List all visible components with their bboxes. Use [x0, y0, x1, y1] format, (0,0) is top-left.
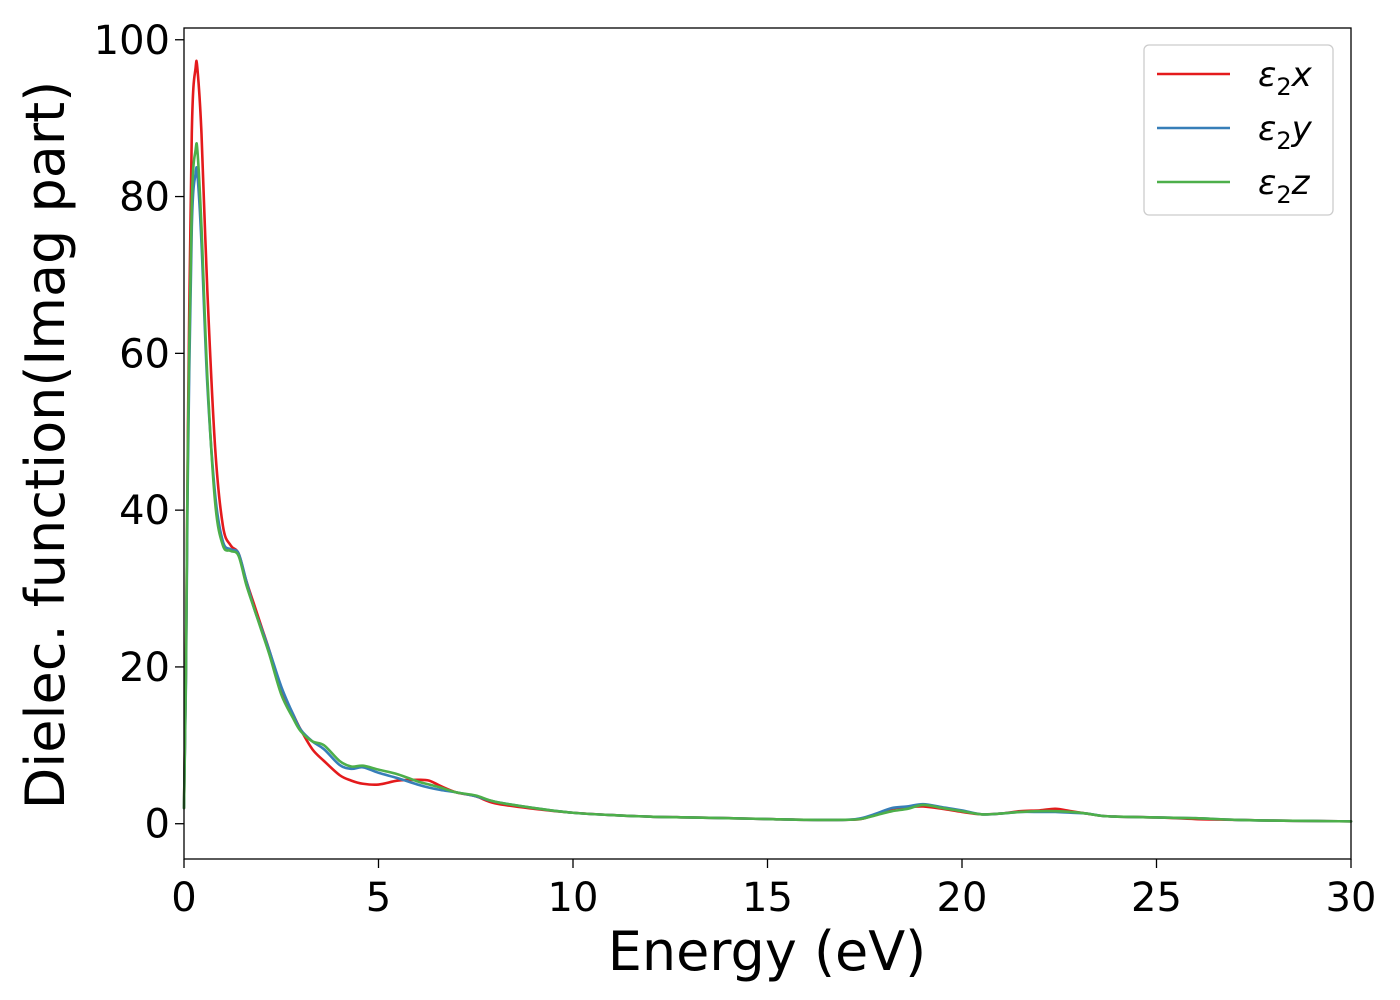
legend-label-y: ε2y: [1258, 109, 1313, 155]
legend-items: ε2x ε2y ε2z: [1157, 55, 1313, 209]
x-axis-label: Energy (eV): [608, 920, 927, 983]
legend: ε2x ε2y ε2z: [1143, 44, 1334, 216]
y-tick-label: 20: [119, 645, 170, 691]
x-tick-label: 15: [742, 875, 793, 921]
y-tick-label: 40: [119, 488, 170, 534]
y-tick-label: 0: [145, 802, 170, 848]
y-tick-label: 80: [119, 175, 170, 221]
x-tick-label: 25: [1131, 875, 1182, 921]
series-line-y: [182, 166, 1353, 823]
ticks-layer: 0 5 10 15 20 25 30 0 20 40 60 80 100: [94, 18, 1377, 921]
x-tick-label: 10: [548, 875, 599, 921]
x-tick-label: 5: [366, 875, 391, 921]
x-tick-label: 0: [171, 875, 196, 921]
y-tick-label: 60: [119, 331, 170, 377]
x-tick-label: 30: [1326, 875, 1377, 921]
y-axis-label: Dielec. function(Imag part): [14, 81, 77, 810]
series-layer: [182, 59, 1353, 823]
legend-label-z: ε2z: [1258, 163, 1311, 209]
legend-box: [1143, 44, 1334, 216]
series-line-z: [182, 142, 1353, 823]
y-tick-label: 100: [94, 18, 170, 64]
legend-label-x: ε2x: [1258, 55, 1313, 101]
x-tick-label: 20: [937, 875, 988, 921]
